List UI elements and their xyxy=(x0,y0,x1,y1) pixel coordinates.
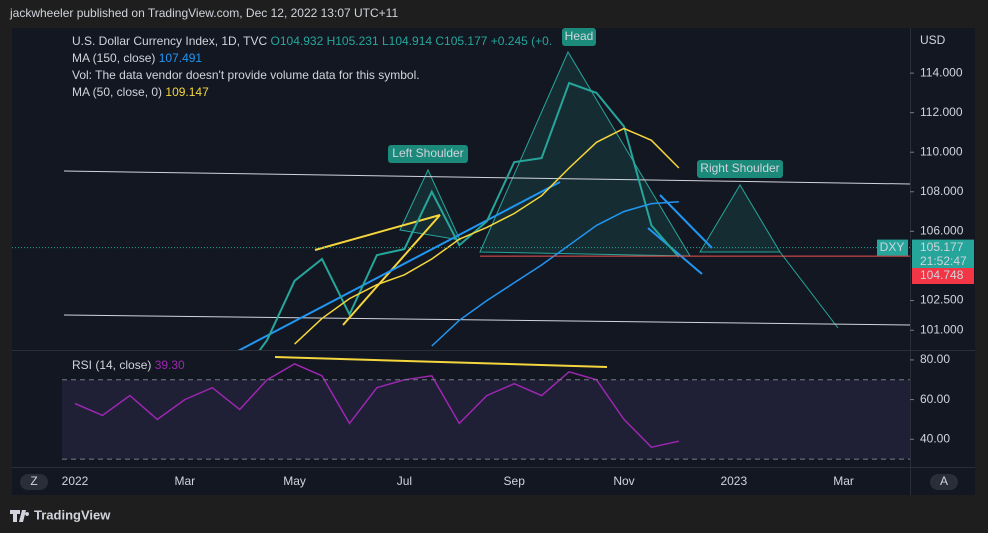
series-group xyxy=(74,363,680,449)
last-price-box xyxy=(912,239,974,270)
symbol-label: DXY xyxy=(880,240,905,254)
symbol-box xyxy=(877,239,908,256)
ohlc: +0.245 (+0. xyxy=(491,34,552,48)
legend-name: MA (50, close, 0) xyxy=(72,85,162,99)
rsi-trend-line xyxy=(274,356,608,368)
series-line xyxy=(431,200,679,347)
x-tick-label: Jul xyxy=(397,474,412,488)
y-tick-label: 114.000 xyxy=(920,65,963,79)
projection-line xyxy=(779,251,839,329)
x-tick-label: Nov xyxy=(613,474,634,488)
legend-name: RSI (14, close) xyxy=(72,358,151,372)
y-tick-label: 108.000 xyxy=(920,184,964,198)
x-tick-label: May xyxy=(283,474,306,488)
series-line xyxy=(258,81,680,350)
y-tick-label: 112.000 xyxy=(920,105,963,119)
series-line xyxy=(74,363,680,449)
auto-button-label[interactable]: A xyxy=(940,474,948,488)
annotation-box xyxy=(388,145,468,163)
currency: USD xyxy=(920,33,946,47)
x-tick-label: Mar xyxy=(174,474,195,488)
last-price-label: 105.177 xyxy=(920,240,964,254)
ohlc: O104.932 xyxy=(271,34,324,48)
rsi-band xyxy=(62,380,910,459)
series-line xyxy=(294,127,680,345)
x-tick-label: 2023 xyxy=(720,474,747,488)
annotation-box xyxy=(562,28,596,46)
y-tick-label: 102.500 xyxy=(920,293,964,307)
annotation-box xyxy=(697,160,783,178)
x-tick-label: 2022 xyxy=(62,474,89,488)
chart-area xyxy=(12,28,975,495)
published-line: jackwheeler published on TradingView.com… xyxy=(9,6,398,20)
trend-line xyxy=(63,314,910,326)
legend-row: MA (50, close, 0) 109.147 xyxy=(72,85,209,99)
series-group xyxy=(258,81,680,350)
zoom-button[interactable] xyxy=(20,474,48,490)
logo-text: TradingView xyxy=(34,507,111,522)
y-tick-label: 60.00 xyxy=(920,392,950,406)
annotation-label: Head xyxy=(565,29,594,43)
y-tick-label: 110.000 xyxy=(920,144,963,158)
trend-line xyxy=(314,214,441,251)
legend-value: 107.491 xyxy=(159,51,203,65)
legend-name: MA (150, close) xyxy=(72,51,155,65)
trend-line xyxy=(63,170,910,185)
legend-value: 39.30 xyxy=(155,358,185,372)
x-tick-label: Mar xyxy=(833,474,854,488)
shoulder-triangle xyxy=(699,184,781,253)
y-tick-label: 101.000 xyxy=(920,322,964,336)
y-tick-label: 40.00 xyxy=(920,431,950,445)
zoom-button-label[interactable]: Z xyxy=(30,474,37,488)
x-tick-label: Sep xyxy=(504,474,526,488)
legend-value: 109.147 xyxy=(165,85,209,99)
bid-label: 104.748 xyxy=(920,268,964,282)
symbol-title: U.S. Dollar Currency Index, 1D, TVC xyxy=(72,34,268,48)
ohlc: L104.914 xyxy=(382,34,432,48)
volume-note: Vol: The data vendor doesn't provide vol… xyxy=(72,68,420,82)
logo-icon xyxy=(10,510,30,522)
ohlc: C105.177 xyxy=(435,34,487,48)
annotation-label: Right Shoulder xyxy=(700,161,779,175)
wedge-line xyxy=(659,194,713,249)
annotation-label: Left Shoulder xyxy=(392,146,463,160)
legend-row: MA (150, close) 107.491 xyxy=(72,51,202,65)
bid-box xyxy=(912,268,974,284)
trend-line xyxy=(237,181,561,350)
y-tick-label: 80.00 xyxy=(920,352,950,366)
legend-row: RSI (14, close) 39.30 xyxy=(72,358,185,372)
auto-button[interactable] xyxy=(930,474,958,490)
ohlc: H105.231 xyxy=(327,34,379,48)
y-tick-label: 106.000 xyxy=(920,223,964,237)
legend-row: U.S. Dollar Currency Index, 1D, TVC O104… xyxy=(72,34,552,48)
countdown-label: 21:52:47 xyxy=(920,254,967,268)
